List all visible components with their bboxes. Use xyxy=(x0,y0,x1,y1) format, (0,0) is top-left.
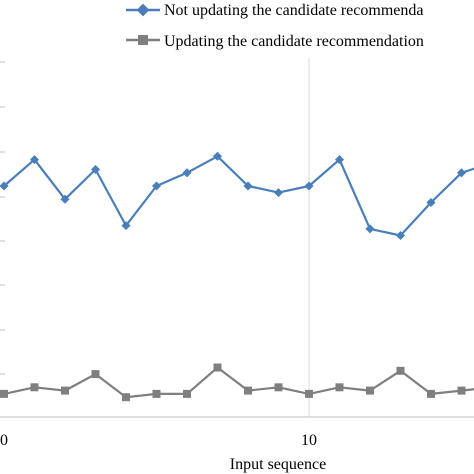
x-axis-label: Input sequence xyxy=(230,456,326,473)
x-tick-label: 10 xyxy=(301,432,317,449)
data-point xyxy=(183,389,191,398)
data-point xyxy=(365,224,375,234)
legend-entry-updating: Updating the candidate recommendation xyxy=(126,33,424,50)
data-point xyxy=(30,383,39,392)
series-line xyxy=(3,155,474,237)
data-point xyxy=(366,386,374,395)
data-point xyxy=(182,168,192,178)
data-point xyxy=(335,383,344,392)
data-point xyxy=(91,370,100,379)
data-point xyxy=(457,386,466,395)
legend-marker-not-updating xyxy=(136,3,150,17)
grid xyxy=(0,58,474,418)
legend-label-not-updating: Not updating the candidate recommenda xyxy=(164,2,423,19)
legend-entry-not-updating: Not updating the candidate recommenda xyxy=(126,2,423,19)
data-point xyxy=(273,188,284,198)
series-line xyxy=(3,366,474,399)
data-point xyxy=(61,386,69,395)
data-point xyxy=(244,386,252,395)
x-tick-labels: 010203040506070 xyxy=(0,432,317,449)
data-point xyxy=(305,389,313,398)
data-point xyxy=(274,383,283,392)
data-point xyxy=(151,181,162,191)
data-point xyxy=(152,389,161,398)
series-updating xyxy=(0,363,474,402)
data-point xyxy=(396,366,405,375)
data-point xyxy=(0,389,8,398)
data-point xyxy=(90,164,101,175)
legend-marker-updating xyxy=(138,35,148,45)
data-point xyxy=(122,393,130,402)
data-point xyxy=(213,363,222,372)
data-point xyxy=(212,151,223,161)
legend: Not updating the candidate recommenda Up… xyxy=(126,2,424,50)
data-point xyxy=(60,194,70,204)
series-not-updating xyxy=(0,151,474,241)
data-point xyxy=(427,389,435,398)
data-point xyxy=(243,181,253,191)
x-tick-label: 0 xyxy=(0,432,8,449)
series-layer xyxy=(0,151,474,402)
legend-label-updating: Updating the candidate recommendation xyxy=(164,33,424,50)
